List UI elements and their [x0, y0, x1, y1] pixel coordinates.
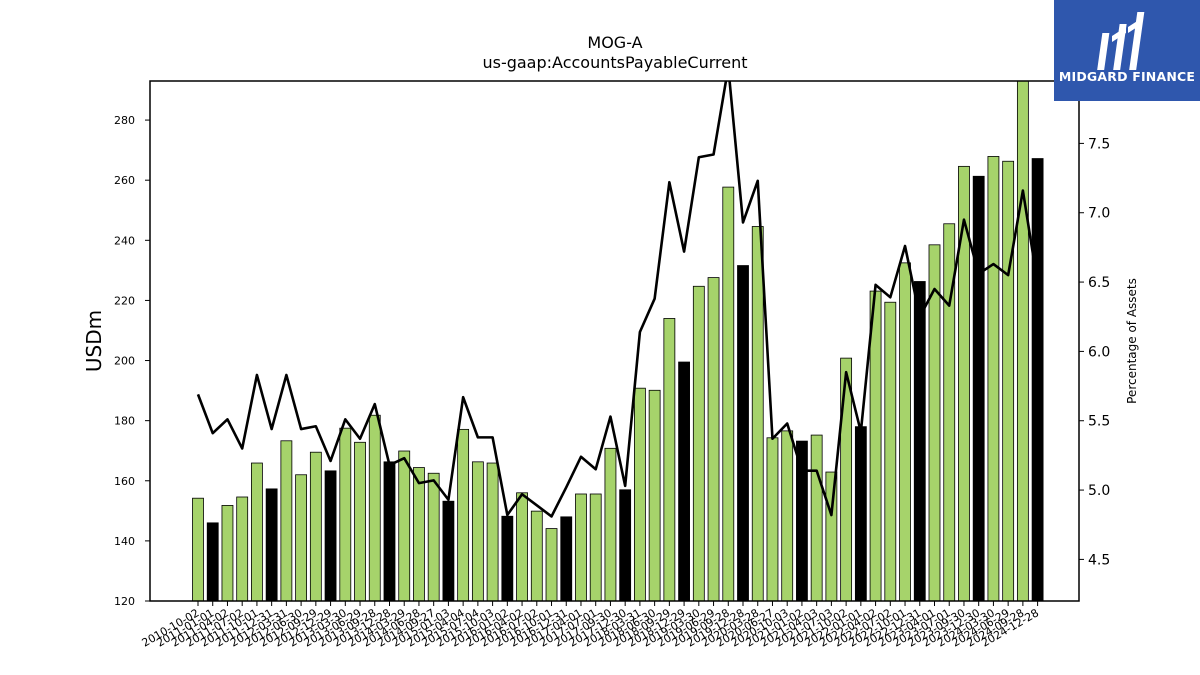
y-tick-label: 200: [114, 355, 135, 368]
bar: [1016, 81, 1029, 601]
y2-tick-label: 5.0: [1088, 483, 1110, 499]
bar: [1002, 160, 1015, 601]
y2-tick-label: 6.5: [1088, 275, 1110, 291]
bar: [854, 426, 867, 601]
bar: [781, 430, 794, 601]
bar: [869, 290, 882, 601]
bar: [619, 489, 632, 601]
bar: [678, 361, 690, 601]
bar: [943, 223, 956, 601]
bar: [309, 451, 322, 601]
bar: [427, 472, 440, 601]
bar: [972, 175, 985, 601]
midgard-finance-logo: MIDGARD FINANCE: [1054, 0, 1200, 101]
bar: [1031, 158, 1044, 601]
logo-wordmark: MIDGARD FINANCE: [1058, 69, 1196, 84]
bar: [368, 414, 381, 601]
y2-tick-label: 7.5: [1088, 136, 1110, 152]
bar: [840, 357, 853, 601]
bar: [486, 462, 499, 601]
bar: [648, 389, 661, 601]
bar: [825, 471, 838, 601]
bar: [471, 461, 484, 601]
bar: [928, 244, 941, 601]
bar: [501, 515, 514, 601]
y-tick-label: 280: [114, 114, 135, 127]
bar: [339, 427, 352, 601]
y2-tick-label: 6.0: [1088, 344, 1110, 360]
bar: [545, 528, 558, 601]
series-line: [196, 81, 1039, 518]
midgard-logo-icon: [1097, 12, 1145, 70]
y-tick-label: 140: [114, 535, 135, 548]
bar: [516, 492, 528, 601]
plot-frame: [149, 80, 1080, 602]
y2-tick-label: 7.0: [1088, 206, 1110, 222]
bar: [575, 493, 587, 601]
bar: [530, 510, 543, 601]
bar: [604, 447, 617, 601]
bar: [663, 318, 676, 601]
y2-tick-label: 5.5: [1088, 414, 1110, 430]
bar: [560, 516, 573, 601]
bar: [398, 450, 411, 601]
bar: [634, 387, 646, 601]
bar: [810, 434, 823, 601]
y-tick-label: 240: [114, 234, 135, 247]
chart-subtitle: us-gaap:AccountsPayableCurrent: [482, 53, 747, 72]
bar: [457, 428, 470, 601]
bar: [324, 470, 337, 601]
bar: [722, 186, 735, 601]
left-axis-ticks: 120 140 160 180 200 220 240 260 280: [114, 114, 150, 608]
bars-layer: [192, 81, 1044, 601]
bar: [899, 262, 911, 601]
bar: [354, 441, 366, 601]
bar: [751, 226, 764, 601]
line-layer: [196, 81, 1039, 518]
bar: [265, 488, 278, 601]
bar: [192, 497, 204, 601]
bar: [796, 440, 808, 601]
y-tick-label: 260: [114, 174, 135, 187]
bar: [413, 467, 425, 601]
bar: [251, 462, 263, 601]
y2-tick-label: 4.5: [1088, 552, 1110, 568]
x-axis-ticks: 2010-10-022011-01-012011-04-022011-07-02…: [140, 601, 1041, 650]
bar: [884, 301, 897, 601]
bar: [206, 522, 219, 601]
y-tick-label: 160: [114, 475, 135, 488]
bar: [236, 496, 249, 601]
bar: [766, 437, 779, 601]
y-tick-label: 220: [114, 294, 135, 307]
y-tick-label: 120: [114, 595, 135, 608]
bar: [987, 156, 1000, 601]
y2-axis-label: Percentage of Assets: [1125, 278, 1139, 404]
bar: [913, 281, 926, 601]
bar: [280, 440, 293, 601]
bar: [692, 285, 705, 601]
bar: [737, 265, 749, 601]
bar: [958, 165, 970, 601]
right-axis-ticks: 4.5 5.0 5.5 6.0 6.5 7.0 7.5: [1079, 136, 1110, 568]
bar: [707, 277, 720, 601]
y-tick-label: 180: [114, 415, 135, 428]
bar: [589, 493, 602, 601]
bar: [221, 505, 234, 601]
chart-title: MOG-A: [587, 33, 642, 52]
bar: [383, 461, 396, 601]
y-axis-label: USDm: [82, 310, 106, 372]
bar: [442, 500, 455, 601]
bar: [295, 474, 308, 601]
